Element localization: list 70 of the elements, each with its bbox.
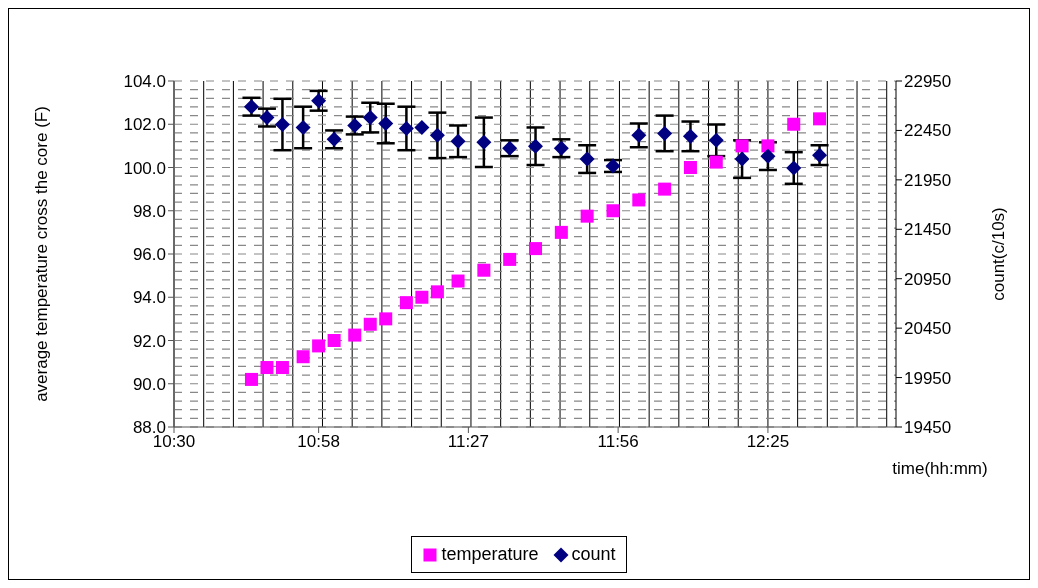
point: [275, 361, 289, 375]
point: [682, 128, 698, 144]
y2-tick-label: 22950: [904, 72, 952, 92]
point: [348, 328, 362, 342]
point: [379, 312, 393, 326]
y2-axis-title: count(c/10s): [989, 207, 1008, 301]
x-tick-label: 11:56: [597, 432, 639, 452]
point: [503, 252, 517, 266]
x-tick-label: 10:58: [297, 432, 340, 452]
y-tick-label: 96.0: [132, 245, 166, 265]
point: [709, 155, 723, 169]
y-tick-label: 90.0: [132, 374, 166, 394]
point: [761, 139, 775, 153]
point: [450, 133, 466, 149]
point: [244, 372, 258, 386]
y-tick-label: 98.0: [132, 201, 166, 221]
x-tick-label: 11:27: [447, 432, 490, 452]
y2-tick-label: 22450: [904, 121, 952, 141]
point: [274, 117, 290, 132]
point: [683, 161, 697, 174]
point: [398, 120, 414, 136]
point: [554, 225, 568, 239]
point: [813, 112, 827, 126]
point: [327, 334, 341, 347]
point: [296, 350, 310, 364]
point: [362, 110, 378, 126]
point: [657, 125, 673, 141]
point: [429, 127, 445, 143]
point: [260, 361, 274, 375]
y2-tick-label: 19450: [904, 418, 952, 438]
point: [734, 151, 750, 167]
point: [735, 139, 749, 153]
point: [632, 193, 646, 207]
point: [760, 148, 776, 164]
y-tick-label: 102.0: [123, 115, 166, 135]
point: [580, 209, 594, 223]
y2-tick-label: 21950: [904, 170, 952, 190]
point: [363, 317, 377, 331]
point: [787, 117, 801, 131]
y2-tick-label: 21450: [904, 220, 952, 240]
y-tick-label: 92.0: [132, 331, 166, 351]
point: [312, 339, 326, 353]
point: [631, 127, 647, 143]
y-axis-title: average temperature cross the core (F): [32, 106, 52, 402]
point: [477, 263, 491, 277]
point: [415, 290, 429, 304]
legend-label: temperature: [441, 544, 539, 565]
y2-tick-label: 19950: [904, 368, 952, 388]
y-tick-label: 100.0: [123, 158, 166, 178]
point: [528, 138, 544, 154]
y-tick-label: 104.0: [123, 72, 166, 92]
point: [786, 160, 802, 176]
point: [476, 134, 492, 150]
y2-tick-label: 20950: [904, 269, 952, 289]
point: [295, 119, 311, 135]
point: [414, 119, 430, 135]
y-tick-label: 94.0: [132, 288, 166, 308]
y2-tick-label: 20450: [904, 319, 952, 339]
point: [451, 274, 465, 288]
point: [579, 151, 595, 167]
legend-label: count: [571, 544, 616, 565]
x-tick-label: 12:25: [746, 432, 790, 452]
point: [606, 204, 620, 218]
point: [658, 182, 672, 196]
point: [708, 132, 724, 148]
point: [430, 285, 444, 299]
x-axis-title: time(hh:mm): [892, 459, 988, 478]
point: [378, 116, 394, 132]
point: [399, 296, 413, 310]
point: [529, 242, 543, 256]
